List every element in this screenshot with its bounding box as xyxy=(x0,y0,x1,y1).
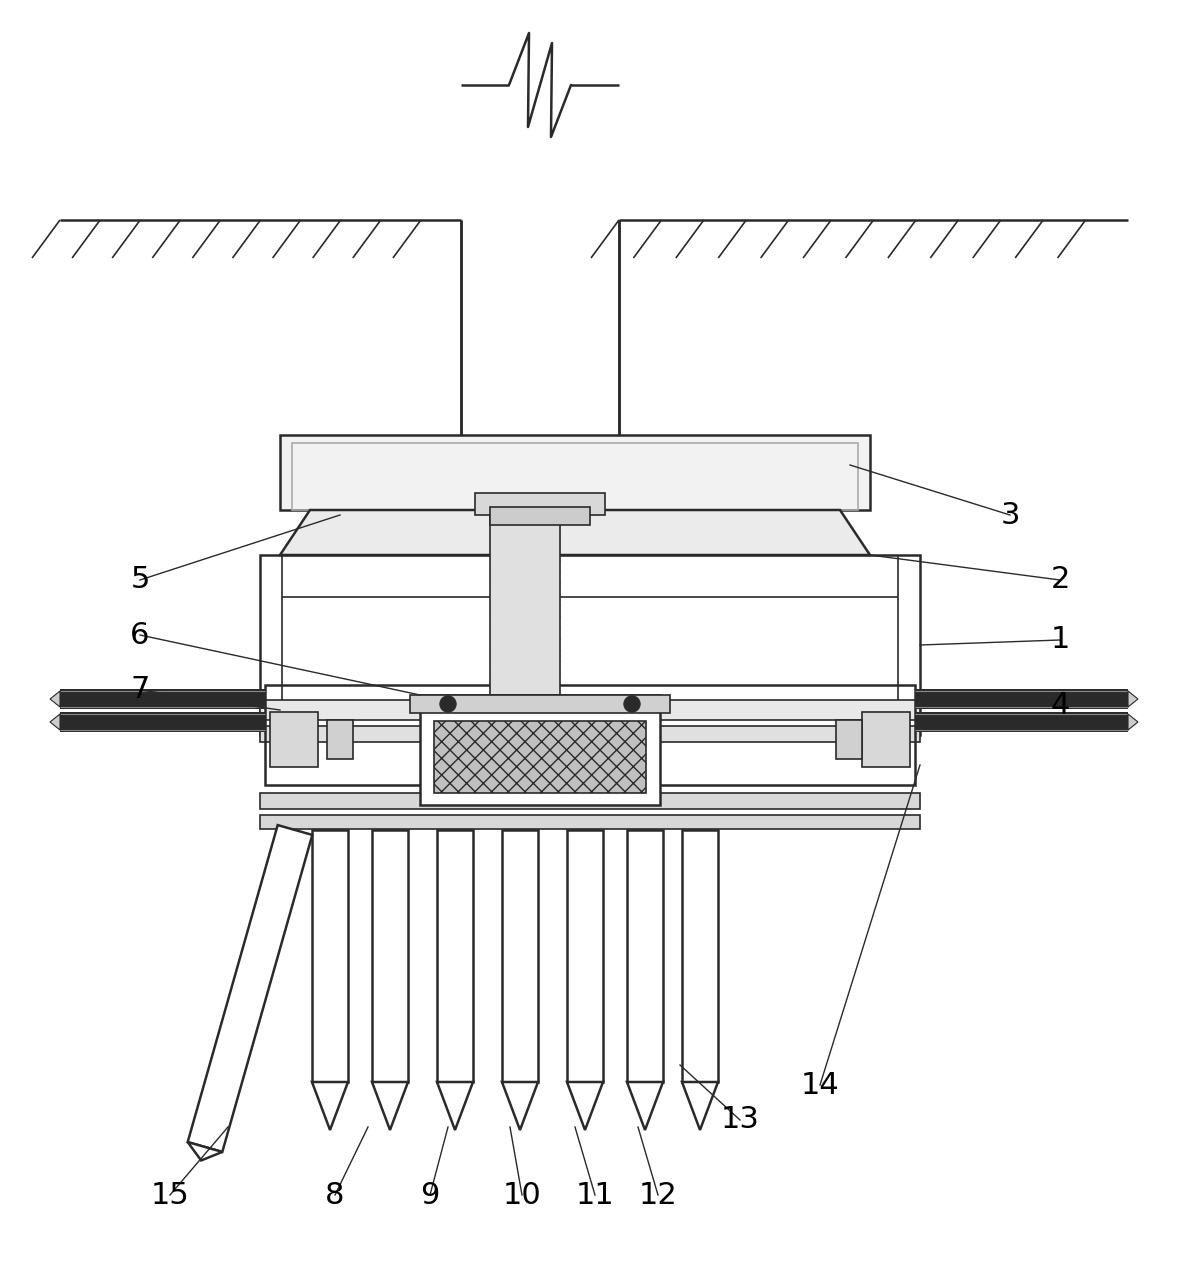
Bar xyxy=(503,830,538,1082)
Text: 10: 10 xyxy=(503,1181,542,1210)
Bar xyxy=(260,725,920,742)
Text: 9: 9 xyxy=(421,1181,440,1210)
Polygon shape xyxy=(188,825,312,1151)
Circle shape xyxy=(440,696,456,711)
Text: 12: 12 xyxy=(639,1181,677,1210)
Bar xyxy=(280,435,870,510)
Bar xyxy=(410,695,670,713)
Bar xyxy=(434,720,646,793)
Text: 4: 4 xyxy=(1050,691,1069,719)
Text: 2: 2 xyxy=(1050,566,1069,594)
Bar xyxy=(260,700,920,720)
Bar xyxy=(327,720,353,759)
Bar xyxy=(835,720,862,759)
Text: 15: 15 xyxy=(151,1181,189,1210)
Polygon shape xyxy=(312,1082,348,1130)
Polygon shape xyxy=(372,1082,407,1130)
Polygon shape xyxy=(188,1142,222,1160)
Text: 3: 3 xyxy=(1000,501,1019,529)
Polygon shape xyxy=(1127,714,1138,731)
Polygon shape xyxy=(627,1082,663,1130)
Polygon shape xyxy=(50,691,61,708)
Bar xyxy=(372,830,407,1082)
Bar xyxy=(292,442,858,510)
Bar xyxy=(567,830,604,1082)
Bar xyxy=(265,685,915,785)
Text: 8: 8 xyxy=(326,1181,345,1210)
Polygon shape xyxy=(1127,691,1138,708)
Text: 7: 7 xyxy=(131,676,150,705)
Bar xyxy=(862,711,910,768)
Text: 5: 5 xyxy=(131,566,150,594)
Bar xyxy=(260,555,920,734)
Bar xyxy=(475,493,605,515)
Text: 6: 6 xyxy=(131,621,150,649)
Bar xyxy=(270,711,318,768)
Bar xyxy=(682,830,718,1082)
Bar xyxy=(437,830,473,1082)
Text: 11: 11 xyxy=(576,1181,614,1210)
Polygon shape xyxy=(682,1082,718,1130)
Bar xyxy=(489,515,560,695)
Polygon shape xyxy=(503,1082,538,1130)
Circle shape xyxy=(624,696,640,711)
Bar xyxy=(312,830,348,1082)
Bar xyxy=(421,695,661,805)
Text: 14: 14 xyxy=(801,1071,840,1099)
Polygon shape xyxy=(280,510,870,555)
Text: 13: 13 xyxy=(721,1105,759,1135)
Text: 1: 1 xyxy=(1050,626,1069,654)
Bar xyxy=(260,815,920,829)
Polygon shape xyxy=(567,1082,604,1130)
Bar xyxy=(260,793,920,810)
Polygon shape xyxy=(437,1082,473,1130)
Polygon shape xyxy=(50,714,61,731)
Bar xyxy=(489,507,590,525)
Bar xyxy=(627,830,663,1082)
